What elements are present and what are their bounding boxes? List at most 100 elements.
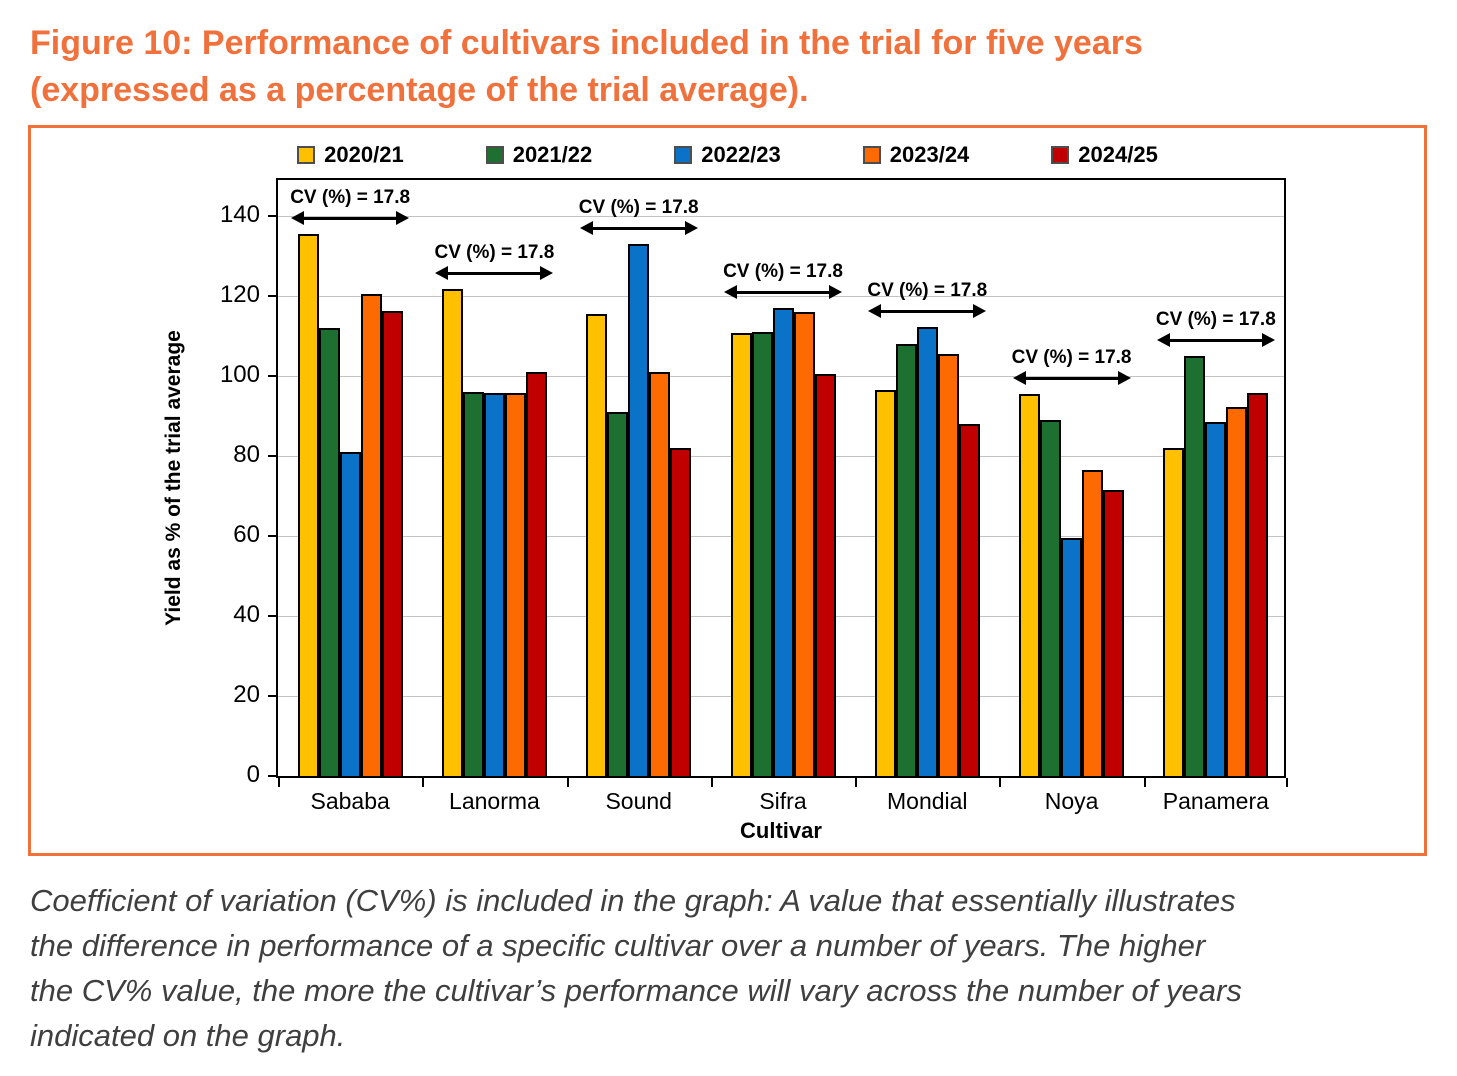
legend-label: 2022/23 bbox=[701, 142, 781, 167]
x-tick-mark bbox=[422, 778, 425, 787]
x-tick-mark bbox=[1143, 778, 1146, 787]
legend-swatch-icon bbox=[297, 146, 316, 164]
legend-swatch-icon bbox=[1051, 146, 1070, 164]
chart-legend: 2020/21 2021/22 2022/23 2023/24 2024/25 bbox=[31, 142, 1424, 168]
cv-arrow-shaft bbox=[732, 291, 834, 295]
bar-noya-2021-22 bbox=[1040, 420, 1062, 776]
bar-mondial-2024-25 bbox=[958, 424, 980, 776]
cv-arrow-sound bbox=[579, 221, 698, 236]
cv-arrow-shaft bbox=[876, 310, 979, 313]
y-tick-label: 120 bbox=[219, 281, 260, 308]
bar-sound-2022-23 bbox=[628, 244, 650, 776]
legend-label: 2021/22 bbox=[512, 142, 593, 167]
y-tick-label: 20 bbox=[233, 681, 260, 708]
bar-lanorma-2021-22 bbox=[462, 392, 484, 776]
cv-arrow-right-head-icon bbox=[1117, 371, 1131, 386]
y-tick-label: 0 bbox=[246, 761, 260, 788]
cv-arrow-shaft bbox=[1164, 339, 1267, 343]
x-category-label-panamera: Panamera bbox=[1162, 788, 1269, 814]
x-tick-mark bbox=[566, 778, 569, 787]
figure-title-line2: (expressed as a percentage of the trial … bbox=[30, 71, 809, 109]
bar-noya-2023-24 bbox=[1082, 470, 1104, 776]
bar-lanorma-2024-25 bbox=[525, 372, 547, 776]
legend-label: 2023/24 bbox=[889, 142, 970, 167]
cv-annotation-panamera: CV (%) = 17.8 bbox=[1155, 309, 1276, 331]
bar-sababa-2023-24 bbox=[360, 294, 382, 776]
x-category-label-noya: Noya bbox=[1044, 788, 1099, 814]
y-tick-label: 140 bbox=[219, 201, 260, 228]
figure-caption: Coefficient of variation (CV%) is includ… bbox=[30, 878, 1440, 1058]
bar-sifra-2022-23 bbox=[772, 308, 794, 776]
cv-arrow-mondial bbox=[868, 304, 987, 318]
figure-title-line1: Figure 10: Performance of cultivars incl… bbox=[30, 24, 1143, 62]
chart-container: 2020/21 2021/22 2022/23 2023/24 2024/25 Yiel… bbox=[28, 125, 1427, 856]
x-tick-mark bbox=[710, 778, 713, 787]
y-tick-mark bbox=[268, 695, 278, 697]
cv-arrow-left-head-icon bbox=[868, 304, 882, 318]
cv-annotation-sound: CV (%) = 17.8 bbox=[578, 197, 699, 219]
y-tick-mark bbox=[268, 295, 278, 297]
cv-arrow-left-head-icon bbox=[1156, 333, 1170, 348]
bar-mondial-2022-23 bbox=[916, 326, 938, 776]
cv-arrow-shaft bbox=[587, 227, 690, 231]
legend-swatch-icon bbox=[485, 146, 504, 164]
x-category-label-lanorma: Lanorma bbox=[449, 788, 540, 814]
figure-title: Figure 10: Performance of cultivars incl… bbox=[30, 20, 1430, 114]
bar-lanorma-2020-21 bbox=[441, 289, 463, 776]
bar-mondial-2021-22 bbox=[895, 344, 917, 776]
cv-arrow-lanorma bbox=[435, 266, 554, 281]
bar-lanorma-2023-24 bbox=[504, 393, 526, 776]
legend-label: 2024/25 bbox=[1078, 142, 1158, 167]
cv-arrow-left-head-icon bbox=[291, 211, 305, 226]
cv-arrow-right-head-icon bbox=[684, 221, 698, 236]
legend-item-2024-25: 2024/25 bbox=[1051, 142, 1158, 168]
bar-sifra-2023-24 bbox=[793, 312, 815, 776]
y-tick-mark bbox=[268, 775, 278, 777]
bar-sound-2020-21 bbox=[586, 314, 608, 776]
bar-lanorma-2022-23 bbox=[483, 393, 505, 776]
cv-arrow-shaft bbox=[1020, 377, 1123, 381]
cv-arrow-right-head-icon bbox=[1261, 333, 1275, 348]
bar-sound-2024-25 bbox=[670, 448, 692, 776]
cv-arrow-panamera bbox=[1156, 333, 1275, 348]
bar-panamera-2022-23 bbox=[1205, 422, 1227, 776]
cv-arrow-noya bbox=[1012, 371, 1131, 386]
bar-mondial-2023-24 bbox=[937, 354, 959, 776]
cv-arrow-left-head-icon bbox=[1012, 371, 1026, 386]
cv-arrow-sifra bbox=[724, 285, 842, 300]
y-tick-mark bbox=[268, 215, 278, 217]
bar-sifra-2024-25 bbox=[814, 374, 836, 776]
y-tick-label: 40 bbox=[233, 601, 260, 628]
cv-arrow-sababa bbox=[291, 211, 410, 226]
gridline-120 bbox=[278, 295, 1284, 297]
cv-arrow-shaft bbox=[443, 272, 546, 276]
bar-sababa-2024-25 bbox=[381, 310, 403, 776]
caption-line: indicated on the graph. bbox=[30, 1018, 346, 1053]
legend-item-2020-21: 2020/21 bbox=[297, 142, 404, 168]
bar-sifra-2021-22 bbox=[751, 332, 773, 776]
cv-annotation-lanorma: CV (%) = 17.8 bbox=[434, 242, 555, 264]
bar-sababa-2020-21 bbox=[297, 234, 319, 776]
legend-label: 2020/21 bbox=[324, 142, 404, 167]
legend-item-2022-23: 2022/23 bbox=[674, 142, 781, 168]
x-tick-mark bbox=[999, 778, 1002, 787]
cv-arrow-left-head-icon bbox=[724, 285, 737, 300]
x-tick-mark bbox=[855, 778, 858, 787]
legend-item-2023-24: 2023/24 bbox=[862, 142, 970, 168]
cv-annotation-noya: CV (%) = 17.8 bbox=[1011, 347, 1132, 369]
y-tick-label: 100 bbox=[219, 361, 260, 388]
legend-item-2021-22: 2021/22 bbox=[485, 142, 593, 168]
bar-sababa-2021-22 bbox=[318, 328, 340, 776]
cv-arrow-right-head-icon bbox=[396, 211, 410, 226]
cv-arrow-right-head-icon bbox=[540, 266, 554, 281]
gridline-140 bbox=[278, 215, 1284, 217]
y-tick-label: 80 bbox=[233, 441, 260, 468]
y-tick-mark bbox=[268, 375, 278, 377]
cv-arrow-left-head-icon bbox=[579, 221, 593, 236]
y-tick-mark bbox=[268, 455, 278, 457]
x-axis-title: Cultivar bbox=[740, 818, 822, 843]
y-axis-title: Yield as % of the trial average bbox=[162, 330, 185, 626]
x-tick-mark bbox=[1286, 778, 1288, 787]
bar-noya-2020-21 bbox=[1019, 394, 1041, 776]
